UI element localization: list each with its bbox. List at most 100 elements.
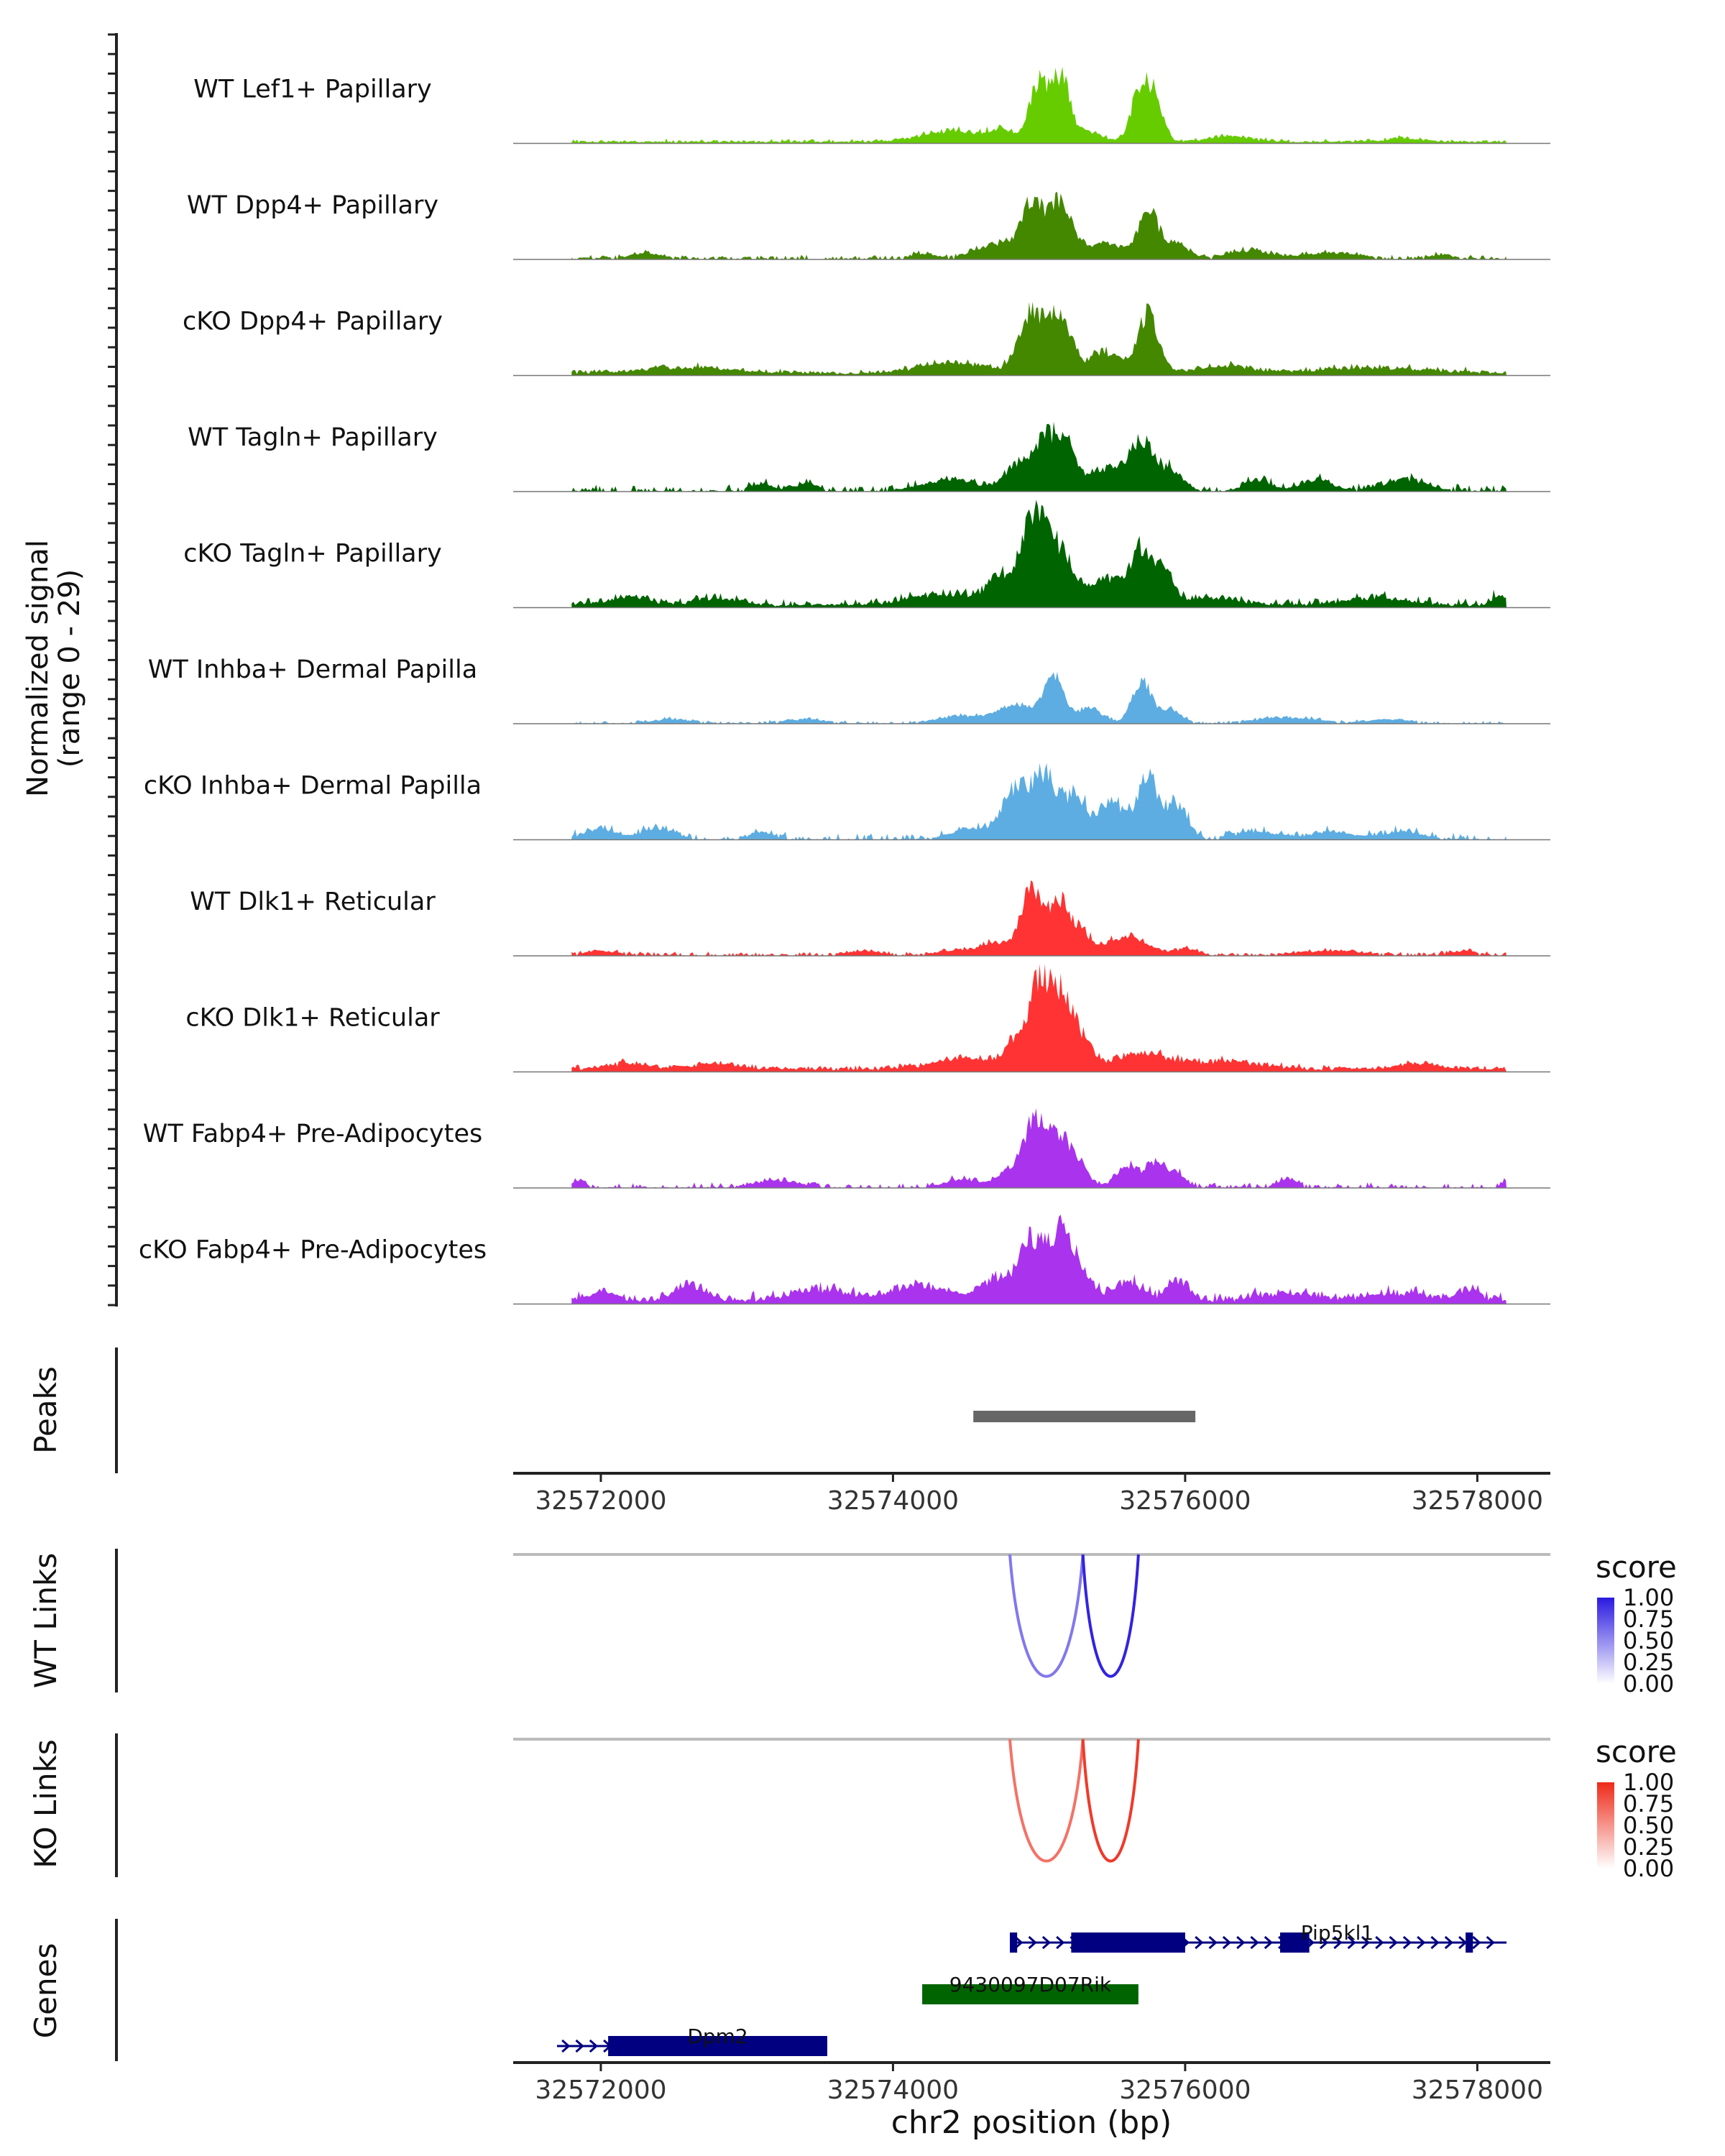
x-tick-label: 32578000: [1412, 2076, 1543, 2105]
coverage-area: [571, 1215, 1506, 1304]
gene-dpm2: Dpm2: [556, 2024, 827, 2056]
strand-arrow: [1041, 1935, 1052, 1950]
strand-arrow: [1195, 1935, 1204, 1950]
strand-arrow: [575, 2039, 584, 2053]
genes-label: Genes: [28, 1943, 63, 2039]
link-arc: [1081, 1554, 1140, 1678]
ko-links-panel: KO Links score 1.000.750.500.250.00: [28, 1733, 1677, 1882]
ko-legend-title: score: [1596, 1734, 1677, 1769]
legend-colorbar: [1597, 1782, 1614, 1869]
exon: [1466, 1932, 1473, 1953]
strand-arrow: [1264, 1935, 1274, 1950]
strand-arrow: [1014, 1935, 1024, 1950]
ko-links-legend: score 1.000.750.500.250.00: [1596, 1734, 1677, 1882]
gene-9430097d07rik: 9430097D07Rik: [922, 1973, 1138, 2004]
strand-arrow: [1361, 1935, 1371, 1950]
track-9: cKO Dlk1+ Reticular: [185, 964, 1550, 1073]
x-tick-label: 32572000: [535, 1486, 666, 1516]
coverage-area: [571, 66, 1506, 144]
coverage-y-label-range: (range 0 - 29): [53, 569, 86, 768]
coverage-y-ticks: [108, 33, 116, 1307]
wt-legend-title: score: [1596, 1549, 1677, 1585]
exon: [922, 1984, 1138, 2004]
strand-arrow: [1375, 1935, 1384, 1950]
track-label: cKO Dpp4+ Papillary: [183, 308, 443, 336]
x-tick-label: 32574000: [827, 1486, 959, 1516]
legend-tick-label: 0.00: [1623, 1670, 1674, 1697]
link-arc: [1008, 1554, 1085, 1678]
link-arc: [1008, 1738, 1085, 1863]
x-tick-label: 32578000: [1412, 1486, 1543, 1516]
strand-arrow: [1208, 1935, 1218, 1950]
track-4: WT Tagln+ Papillary: [188, 421, 1550, 492]
coverage-area: [571, 499, 1506, 608]
gene-name: 9430097D07Rik: [949, 1973, 1112, 1996]
strand-arrow: [1319, 1935, 1329, 1950]
track-8: WT Dlk1+ Reticular: [190, 880, 1550, 957]
coverage-tracks: WT Lef1+ Papillary WT Dpp4+ Papillary cKO …: [139, 66, 1550, 1305]
coverage-area: [571, 763, 1506, 840]
track-label: WT Inhba+ Dermal Papilla: [148, 655, 477, 684]
coverage-area: [571, 964, 1506, 1072]
strand-arrow: [561, 2039, 571, 2053]
legend-tick-label: 0.00: [1623, 1855, 1674, 1882]
track-1: WT Lef1+ Papillary: [193, 66, 1550, 144]
peaks-label: Peaks: [28, 1366, 63, 1454]
peak-interval: [973, 1411, 1196, 1422]
genes-panel: Genes Pip5kl1 9430097D07Rik Dpm2: [28, 1919, 1507, 2061]
strand-arrow: [1417, 1935, 1426, 1950]
coverage-area: [571, 421, 1506, 492]
gene-pip5kl1: Pip5kl1: [1010, 1921, 1507, 1953]
wt-links-legend: score 1.000.750.500.250.00: [1596, 1549, 1677, 1697]
x-tick-label: 32574000: [827, 2076, 959, 2105]
peaks-panel: Peaks: [28, 1348, 1196, 1473]
x-axis-upper: 32572000 32574000 32576000 32578000: [513, 1472, 1550, 1516]
coverage-area: [571, 880, 1506, 956]
track-3: cKO Dpp4+ Papillary: [183, 301, 1550, 377]
legend-tick-label: 0.50: [1623, 1627, 1674, 1654]
track-5: cKO Tagln+ Papillary: [183, 499, 1550, 609]
strand-arrow: [1222, 1935, 1232, 1950]
strand-arrow: [1486, 1935, 1495, 1950]
ko-links-label: KO Links: [28, 1739, 63, 1869]
strand-arrow: [589, 2039, 599, 2053]
legend-tick-label: 1.00: [1623, 1584, 1674, 1611]
strand-arrow: [1347, 1935, 1356, 1950]
x-tick-label: 32572000: [535, 2076, 666, 2105]
track-11: cKO Fabp4+ Pre-Adipocytes: [139, 1215, 1550, 1305]
gene-name: Dpm2: [687, 2024, 748, 2048]
exon: [608, 2036, 827, 2056]
track-10: WT Fabp4+ Pre-Adipocytes: [143, 1107, 1550, 1189]
strand-arrow: [1444, 1935, 1454, 1950]
coverage-area: [571, 1107, 1506, 1188]
strand-arrow: [1333, 1935, 1343, 1950]
legend-tick-label: 0.25: [1623, 1649, 1674, 1676]
coverage-area: [571, 301, 1506, 376]
wt-links-panel: WT Links score 1.000.750.500.250.00: [28, 1549, 1677, 1697]
track-label: cKO Fabp4+ Pre-Adipocytes: [139, 1236, 487, 1265]
exon: [1071, 1932, 1185, 1953]
track-2: WT Dpp4+ Papillary: [187, 191, 1550, 260]
gene-name: Pip5kl1: [1301, 1921, 1374, 1945]
coverage-area: [571, 191, 1506, 259]
legend-tick-label: 0.25: [1623, 1833, 1674, 1861]
strand-arrow: [1056, 1935, 1065, 1950]
strand-arrow: [1458, 1935, 1468, 1950]
wt-links-label: WT Links: [28, 1553, 63, 1688]
strand-arrow: [1250, 1935, 1259, 1950]
x-axis-title: chr2 position (bp): [891, 2104, 1172, 2141]
strand-arrow: [1236, 1935, 1246, 1950]
track-label: WT Dlk1+ Reticular: [190, 888, 436, 916]
coverage-y-label: Normalized signal: [22, 540, 55, 797]
legend-tick-label: 0.75: [1623, 1606, 1674, 1633]
strand-arrow: [1472, 1935, 1481, 1950]
track-label: cKO Tagln+ Papillary: [183, 540, 442, 568]
track-label: WT Dpp4+ Papillary: [187, 191, 438, 220]
coverage-area: [571, 671, 1506, 724]
track-label: cKO Dlk1+ Reticular: [185, 1004, 440, 1033]
legend-colorbar: [1597, 1598, 1614, 1684]
coverage-y-axis: Normalized signal (range 0 - 29): [22, 33, 118, 1307]
track-6: WT Inhba+ Dermal Papilla: [148, 655, 1550, 724]
track-label: WT Lef1+ Papillary: [193, 75, 432, 104]
